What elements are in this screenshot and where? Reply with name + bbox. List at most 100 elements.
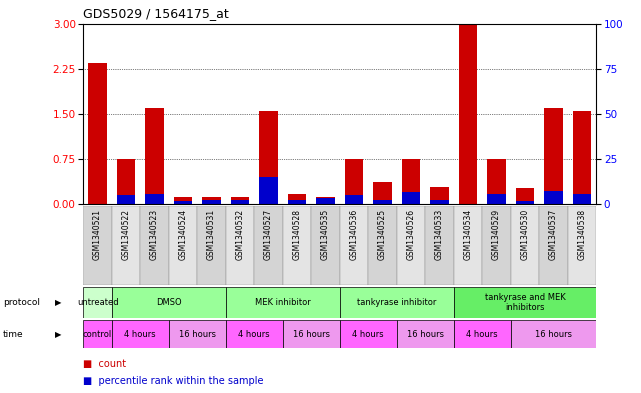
Bar [312,206,340,285]
Bar [83,206,112,285]
Text: time: time [3,330,24,338]
Text: 16 hours: 16 hours [179,330,216,338]
Bar [283,206,312,285]
Bar [340,320,397,348]
Bar [568,206,596,285]
Bar [397,320,454,348]
Bar [368,206,397,285]
Bar [572,193,591,204]
Bar [482,206,511,285]
Text: GSM1340534: GSM1340534 [463,209,472,260]
Bar [197,206,226,285]
Text: 4 hours: 4 hours [467,330,498,338]
Bar [511,206,539,285]
Text: GSM1340524: GSM1340524 [179,209,188,260]
Bar [316,197,335,204]
Bar [259,177,278,204]
Bar [169,206,197,285]
Bar [487,159,506,204]
Text: untreated: untreated [77,298,119,307]
Bar [283,320,340,348]
Bar [112,287,226,318]
Text: GSM1340536: GSM1340536 [349,209,358,260]
Text: ▶: ▶ [54,298,61,307]
Bar [430,200,449,204]
Text: 4 hours: 4 hours [238,330,270,338]
Bar [454,287,596,318]
Bar [231,197,249,204]
Text: 16 hours: 16 hours [535,330,572,338]
Bar [459,24,477,204]
Bar [288,193,306,204]
Text: DMSO: DMSO [156,298,181,307]
Bar [544,191,563,204]
Bar [83,287,112,318]
Text: 4 hours: 4 hours [124,330,156,338]
Bar [373,182,392,204]
Bar [254,206,283,285]
Text: control: control [83,330,112,338]
Bar [397,206,425,285]
Bar [174,201,192,204]
Bar [112,206,140,285]
Text: GSM1340535: GSM1340535 [321,209,330,260]
Text: GSM1340526: GSM1340526 [406,209,415,260]
Text: ■  count: ■ count [83,358,126,369]
Bar [146,108,164,204]
Text: GSM1340533: GSM1340533 [435,209,444,260]
Text: ■  percentile rank within the sample: ■ percentile rank within the sample [83,376,264,386]
Text: protocol: protocol [3,298,40,307]
Bar [146,193,164,204]
Bar [83,320,112,348]
Text: GSM1340521: GSM1340521 [93,209,102,260]
Bar [515,188,534,204]
Bar [226,287,340,318]
Bar [515,201,534,204]
Bar [169,320,226,348]
Text: GSM1340530: GSM1340530 [520,209,529,260]
Bar [88,63,107,204]
Text: 4 hours: 4 hours [353,330,384,338]
Text: GDS5029 / 1564175_at: GDS5029 / 1564175_at [83,7,229,20]
Text: GSM1340528: GSM1340528 [292,209,301,260]
Bar [231,200,249,204]
Bar [487,193,506,204]
Bar [340,287,454,318]
Bar [203,197,221,204]
Bar [340,206,368,285]
Bar [345,195,363,204]
Text: GSM1340538: GSM1340538 [578,209,587,260]
Bar [112,320,169,348]
Text: GSM1340522: GSM1340522 [122,209,131,260]
Bar [226,320,283,348]
Bar [454,206,482,285]
Text: GSM1340527: GSM1340527 [264,209,273,260]
Text: tankyrase inhibitor: tankyrase inhibitor [357,298,437,307]
Bar [402,192,420,204]
Bar [425,206,454,285]
Text: GSM1340523: GSM1340523 [150,209,159,260]
Bar [288,200,306,204]
Bar [117,159,135,204]
Bar [117,195,135,204]
Bar [511,320,596,348]
Bar [454,320,511,348]
Text: GSM1340532: GSM1340532 [235,209,244,260]
Text: ▶: ▶ [54,330,61,338]
Bar [373,200,392,204]
Text: tankyrase and MEK
inhibitors: tankyrase and MEK inhibitors [485,293,565,312]
Bar [140,206,169,285]
Text: 16 hours: 16 hours [293,330,329,338]
Text: GSM1340537: GSM1340537 [549,209,558,260]
Bar [430,187,449,204]
Bar [402,159,420,204]
Text: 16 hours: 16 hours [406,330,444,338]
Bar [539,206,568,285]
Bar [259,111,278,204]
Bar [174,197,192,204]
Bar [544,108,563,204]
Text: GSM1340529: GSM1340529 [492,209,501,260]
Bar [345,159,363,204]
Text: MEK inhibitor: MEK inhibitor [255,298,311,307]
Bar [226,206,254,285]
